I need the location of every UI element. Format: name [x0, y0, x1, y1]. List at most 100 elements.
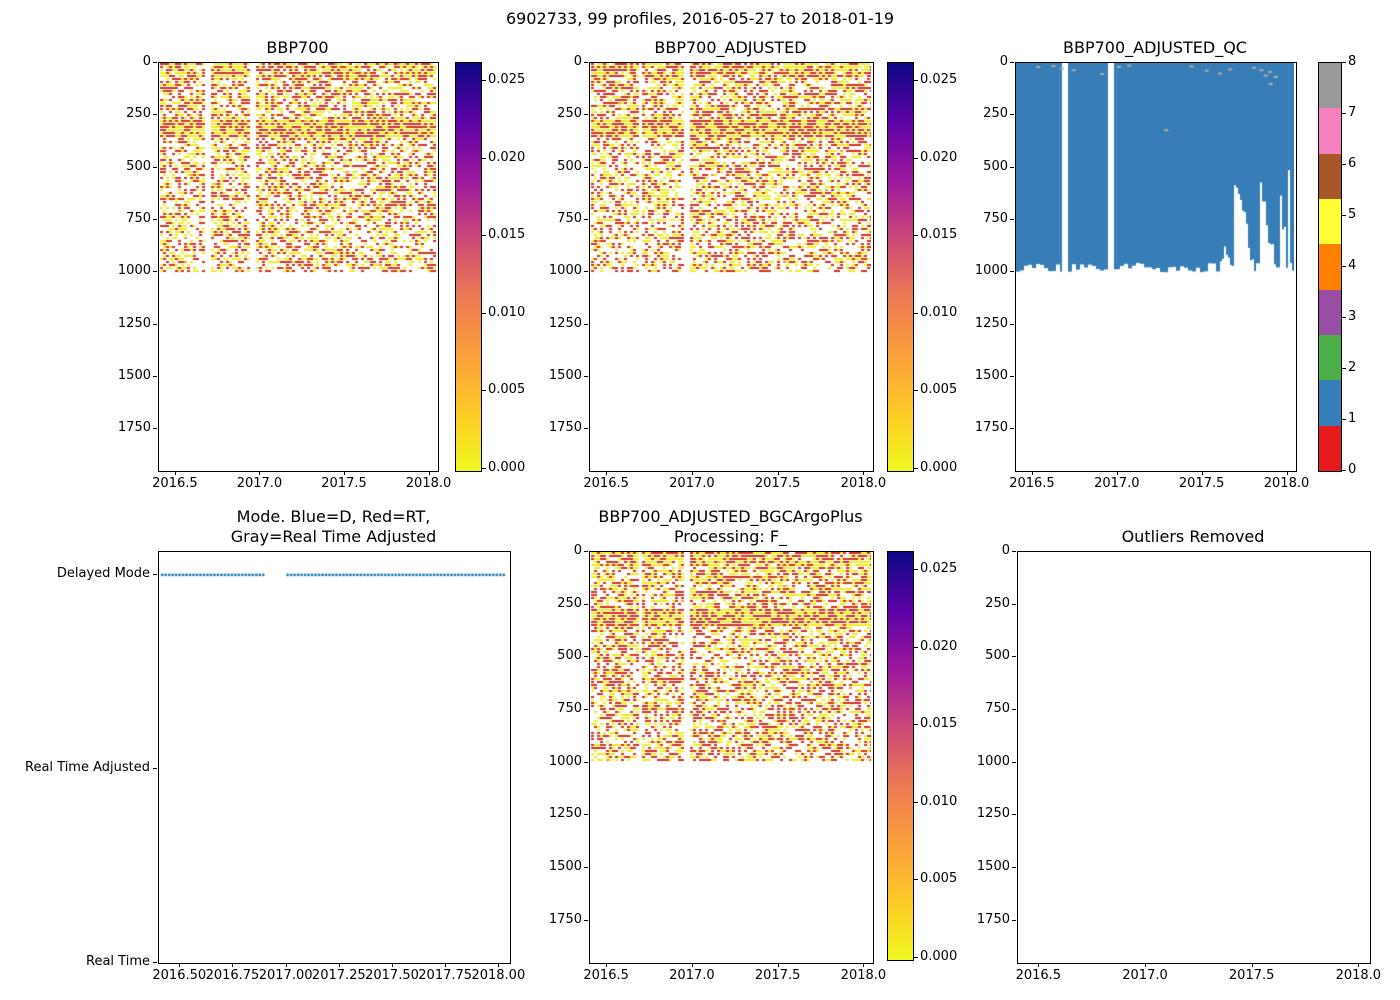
plot-title: BBP700: [266, 38, 329, 57]
colorbar-tick-mark: [914, 956, 918, 958]
x-tick-mark: [1201, 471, 1203, 475]
x-tick-mark: [232, 963, 234, 967]
x-tick-mark: [606, 963, 608, 967]
y-tick-label: 1000: [976, 753, 1010, 769]
y-tick-label: 1250: [548, 315, 582, 331]
y-tick-mark: [1010, 323, 1014, 325]
x-tick-label: 2018.0: [840, 968, 887, 983]
outliers-removed-axes: [1017, 551, 1371, 964]
bbp700-axes: [158, 62, 439, 472]
colorbar-tick-label: 7: [1348, 105, 1357, 120]
y-tick-mark: [1012, 919, 1016, 921]
mode-axes: [158, 551, 511, 964]
y-tick-label: 250: [557, 106, 582, 122]
plot-title-line1: BBP700_ADJUSTED_BGCArgoPlus: [598, 507, 863, 526]
colorbar-tick-mark: [914, 467, 918, 469]
y-tick-label: 0: [142, 54, 151, 69]
y-tick-label: 1000: [548, 263, 582, 279]
y-tick-label: 750: [557, 210, 582, 226]
y-tick-label: 1750: [974, 420, 1008, 436]
colorbar-tick-mark: [1342, 317, 1346, 318]
bbp700-colorbar: [455, 62, 482, 472]
colorbar-tick-label: 6: [1348, 156, 1357, 171]
y-tick-mark: [1010, 114, 1014, 116]
colorbar-tick-label: 0: [1348, 462, 1357, 477]
x-tick-mark: [1031, 471, 1033, 475]
y-tick-mark: [153, 962, 157, 963]
colorbar-tick-label: 0.010: [920, 304, 958, 320]
y-tick-mark: [153, 428, 157, 430]
x-tick-label: 2017.25: [311, 968, 366, 983]
y-tick-label: 1750: [117, 420, 151, 436]
plot-title: BBP700_ADJUSTED_QC: [1063, 38, 1247, 57]
y-tick-mark: [1010, 428, 1014, 430]
bbp700-adjusted-heatmap-canvas: [590, 63, 871, 469]
bgcargoplus-colorbar: [887, 551, 914, 961]
y-tick-label: 500: [983, 158, 1008, 174]
y-tick-label: 750: [557, 701, 582, 717]
colorbar-tick-label: 0.025: [488, 72, 526, 88]
x-tick-label: 2017.0: [1094, 476, 1140, 491]
x-tick-mark: [606, 471, 608, 475]
qc-color-segment-4: [1319, 244, 1341, 290]
x-tick-label: 2017.5: [1178, 476, 1225, 491]
y-tick-label: Real Time: [86, 954, 150, 969]
y-tick-mark: [1010, 218, 1014, 220]
y-tick-label: 1500: [976, 859, 1010, 875]
x-tick-label: 2018.0: [405, 476, 452, 491]
colorbar-tick-mark: [1342, 113, 1346, 114]
x-tick-mark: [777, 963, 779, 967]
y-tick-label: 1750: [976, 911, 1010, 927]
x-tick-mark: [691, 471, 693, 475]
colorbar-tick-mark: [482, 390, 486, 392]
y-tick-mark: [584, 271, 588, 273]
qc-color-segment-2: [1319, 334, 1341, 381]
y-tick-mark: [1010, 62, 1014, 63]
x-tick-mark: [1145, 963, 1146, 967]
colorbar-tick-mark: [1342, 266, 1346, 267]
y-tick-mark: [584, 761, 588, 763]
y-tick-mark: [584, 375, 588, 377]
colorbar-tick-mark: [914, 312, 918, 314]
x-tick-label: 2016.5: [1015, 968, 1062, 983]
colorbar-tick-label: 0.020: [920, 149, 958, 165]
x-tick-mark: [1038, 963, 1040, 967]
x-tick-mark: [285, 963, 287, 967]
colorbar-tick-label: 0.010: [488, 304, 526, 320]
x-tick-label: 2017.0: [669, 968, 715, 983]
y-tick-label: 1250: [974, 315, 1008, 331]
y-tick-mark: [584, 656, 588, 658]
colorbar-tick-mark: [482, 235, 486, 237]
y-tick-label: 0: [1001, 543, 1010, 558]
y-tick-mark: [584, 428, 588, 430]
y-tick-mark: [153, 62, 157, 63]
colorbar-tick-label: 8: [1348, 54, 1357, 69]
bbp700-adjusted-colorbar: [887, 62, 914, 472]
colorbar-tick-mark: [914, 157, 918, 159]
y-tick-label: 1750: [548, 420, 582, 436]
plot-title: BBP700_ADJUSTED: [654, 38, 807, 57]
bgcargoplus-heatmap-canvas: [590, 552, 871, 961]
y-tick-label: 0: [573, 543, 582, 558]
colorbar-tick-mark: [1342, 164, 1346, 165]
colorbar-tick-label: 1: [1348, 411, 1357, 426]
colorbar-tick-label: 0.000: [488, 459, 526, 475]
y-tick-mark: [153, 323, 157, 325]
colorbar-tick-label: 0.005: [920, 871, 958, 887]
y-tick-label: 500: [126, 158, 151, 174]
colorbar-tick-label: 3: [1348, 309, 1357, 324]
x-tick-label: 2017.5: [1228, 968, 1275, 983]
x-tick-label: 2017.0: [1122, 968, 1168, 983]
y-tick-mark: [153, 271, 157, 273]
x-tick-mark: [259, 471, 261, 475]
x-tick-mark: [445, 963, 447, 967]
y-tick-label: 1500: [548, 859, 582, 875]
bbp700-adjusted-axes: [589, 62, 874, 472]
colorbar-tick-mark: [482, 312, 486, 314]
y-tick-label: 750: [126, 210, 151, 226]
colorbar-tick-mark: [1342, 419, 1346, 420]
colorbar-tick-mark: [914, 569, 918, 571]
y-tick-mark: [1010, 166, 1014, 168]
y-tick-label: 750: [985, 701, 1010, 717]
